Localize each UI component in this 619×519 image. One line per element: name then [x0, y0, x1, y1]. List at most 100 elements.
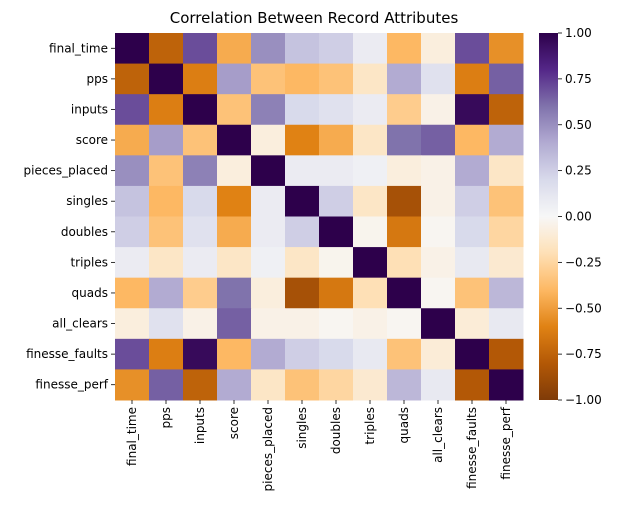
heatmap-cell — [183, 338, 218, 370]
colorbar-tick-label: −1.00 — [565, 393, 602, 407]
heatmap-cell — [217, 94, 252, 126]
heatmap-cell — [353, 63, 388, 95]
heatmap-cell — [455, 338, 490, 370]
heatmap-cell — [149, 247, 184, 279]
heatmap-cell — [183, 308, 218, 340]
colorbar — [539, 33, 558, 400]
heatmap-cell — [115, 247, 150, 279]
heatmap-cell — [285, 247, 320, 279]
heatmap-cell — [217, 247, 252, 279]
heatmap-cell — [217, 277, 252, 309]
heatmap-cell — [353, 216, 388, 248]
heatmap-cell — [319, 155, 354, 187]
heatmap-cell — [251, 155, 286, 187]
x-tick-label: finesse_faults — [465, 407, 479, 489]
heatmap-cell — [353, 369, 388, 401]
heatmap-cell — [183, 369, 218, 401]
x-tick-labels: final_time pps inputs score pieces_placed sin… — [125, 400, 513, 491]
x-tick-label: quads — [397, 407, 411, 443]
heatmap-cell — [421, 33, 456, 65]
heatmap-cell — [489, 338, 524, 370]
heatmap-cell — [251, 308, 286, 340]
heatmap-cell — [353, 308, 388, 340]
y-tick-label: all_clears — [52, 317, 108, 331]
heatmap-cell — [285, 308, 320, 340]
heatmap-cell — [149, 369, 184, 401]
heatmap-cell — [251, 185, 286, 217]
heatmap-cell — [319, 308, 354, 340]
heatmap-cell — [183, 33, 218, 65]
heatmap-cell — [387, 308, 422, 340]
heatmap-cell — [319, 185, 354, 217]
heatmap-cell — [319, 63, 354, 95]
heatmap-cell — [421, 185, 456, 217]
chart-title: Correlation Between Record Attributes — [170, 9, 459, 27]
y-tick-label: pps — [87, 72, 109, 86]
heatmap-cell — [115, 63, 150, 95]
heatmap-cell — [251, 63, 286, 95]
heatmap-cell — [285, 33, 320, 65]
heatmap-cell — [217, 63, 252, 95]
heatmap-cell — [217, 33, 252, 65]
heatmap-cell — [387, 216, 422, 248]
heatmap-cell — [421, 155, 456, 187]
heatmap-cell — [455, 216, 490, 248]
y-tick-label: finesse_perf — [35, 378, 108, 392]
heatmap-cell — [455, 94, 490, 126]
heatmap-cell — [319, 33, 354, 65]
heatmap-cell — [455, 63, 490, 95]
heatmap-cell — [353, 338, 388, 370]
heatmap-cell — [387, 124, 422, 156]
heatmap-cell — [149, 338, 184, 370]
heatmap-cell — [489, 155, 524, 187]
heatmap-cell — [183, 185, 218, 217]
heatmap-cell — [251, 216, 286, 248]
heatmap-cell — [149, 308, 184, 340]
heatmap-cell — [251, 369, 286, 401]
y-tick-label: quads — [72, 286, 108, 300]
heatmap-cell — [455, 124, 490, 156]
heatmap-cell — [489, 63, 524, 95]
colorbar-tick-label: −0.25 — [565, 255, 602, 269]
y-tick-label: doubles — [61, 225, 108, 239]
x-tick-label: final_time — [125, 407, 139, 466]
heatmap-cell — [455, 369, 490, 401]
heatmap-cell — [251, 124, 286, 156]
heatmap-cell — [455, 247, 490, 279]
heatmap-cell — [149, 124, 184, 156]
heatmap-cell — [115, 308, 150, 340]
heatmap-cell — [251, 277, 286, 309]
heatmap-cell — [149, 63, 184, 95]
heatmap-cell — [217, 308, 252, 340]
heatmap-cell — [455, 308, 490, 340]
colorbar-ticks: −1.00 −0.75 −0.50 −0.25 0.00 0.25 0.50 0.75 1.00 — [558, 26, 602, 407]
heatmap-cell — [319, 277, 354, 309]
heatmap-cell — [285, 216, 320, 248]
heatmap-cell — [115, 124, 150, 156]
y-tick-label: pieces_placed — [24, 164, 108, 178]
heatmap-cell — [353, 247, 388, 279]
heatmap-cell — [353, 33, 388, 65]
heatmap-cell — [217, 369, 252, 401]
heatmap-cell — [387, 155, 422, 187]
heatmap-cell — [387, 63, 422, 95]
heatmap-cell — [489, 247, 524, 279]
heatmap-cell — [387, 369, 422, 401]
x-tick-label: triples — [363, 407, 377, 445]
heatmap-cell — [489, 185, 524, 217]
colorbar-tick-label: 0.00 — [565, 210, 592, 224]
heatmap-cell — [217, 216, 252, 248]
heatmap-cell — [149, 185, 184, 217]
heatmap-cell — [183, 216, 218, 248]
heatmap-cell — [285, 63, 320, 95]
heatmap-cell — [387, 338, 422, 370]
heatmap-cell — [353, 185, 388, 217]
heatmap-cell — [149, 94, 184, 126]
heatmap-cell — [421, 277, 456, 309]
heatmap-cell — [421, 94, 456, 126]
heatmap-cell — [251, 94, 286, 126]
heatmap-cell — [489, 216, 524, 248]
heatmap-cell — [251, 338, 286, 370]
heatmap-cell — [115, 94, 150, 126]
colorbar-tick-label: 0.25 — [565, 164, 592, 178]
